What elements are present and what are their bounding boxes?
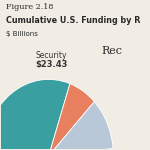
- Text: $ Billions: $ Billions: [6, 31, 38, 37]
- Text: Figure 2.18: Figure 2.18: [6, 3, 54, 11]
- Text: $23.43: $23.43: [35, 60, 67, 69]
- Wedge shape: [49, 84, 94, 150]
- Text: Security: Security: [35, 51, 67, 60]
- Text: Cumulative U.S. Funding by R: Cumulative U.S. Funding by R: [6, 16, 141, 25]
- Wedge shape: [49, 148, 113, 150]
- Wedge shape: [0, 79, 70, 150]
- Wedge shape: [49, 102, 113, 150]
- Text: Rec: Rec: [101, 46, 122, 56]
